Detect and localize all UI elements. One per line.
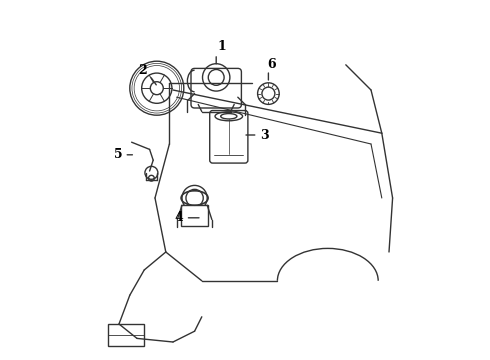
- FancyBboxPatch shape: [210, 111, 248, 163]
- Text: 1: 1: [217, 40, 226, 53]
- FancyBboxPatch shape: [108, 324, 144, 346]
- Text: 2: 2: [138, 64, 147, 77]
- Text: 4: 4: [174, 211, 183, 224]
- Text: 6: 6: [268, 58, 276, 71]
- FancyBboxPatch shape: [191, 68, 242, 108]
- Text: 3: 3: [261, 129, 269, 141]
- Text: 5: 5: [114, 148, 122, 161]
- FancyBboxPatch shape: [181, 205, 208, 226]
